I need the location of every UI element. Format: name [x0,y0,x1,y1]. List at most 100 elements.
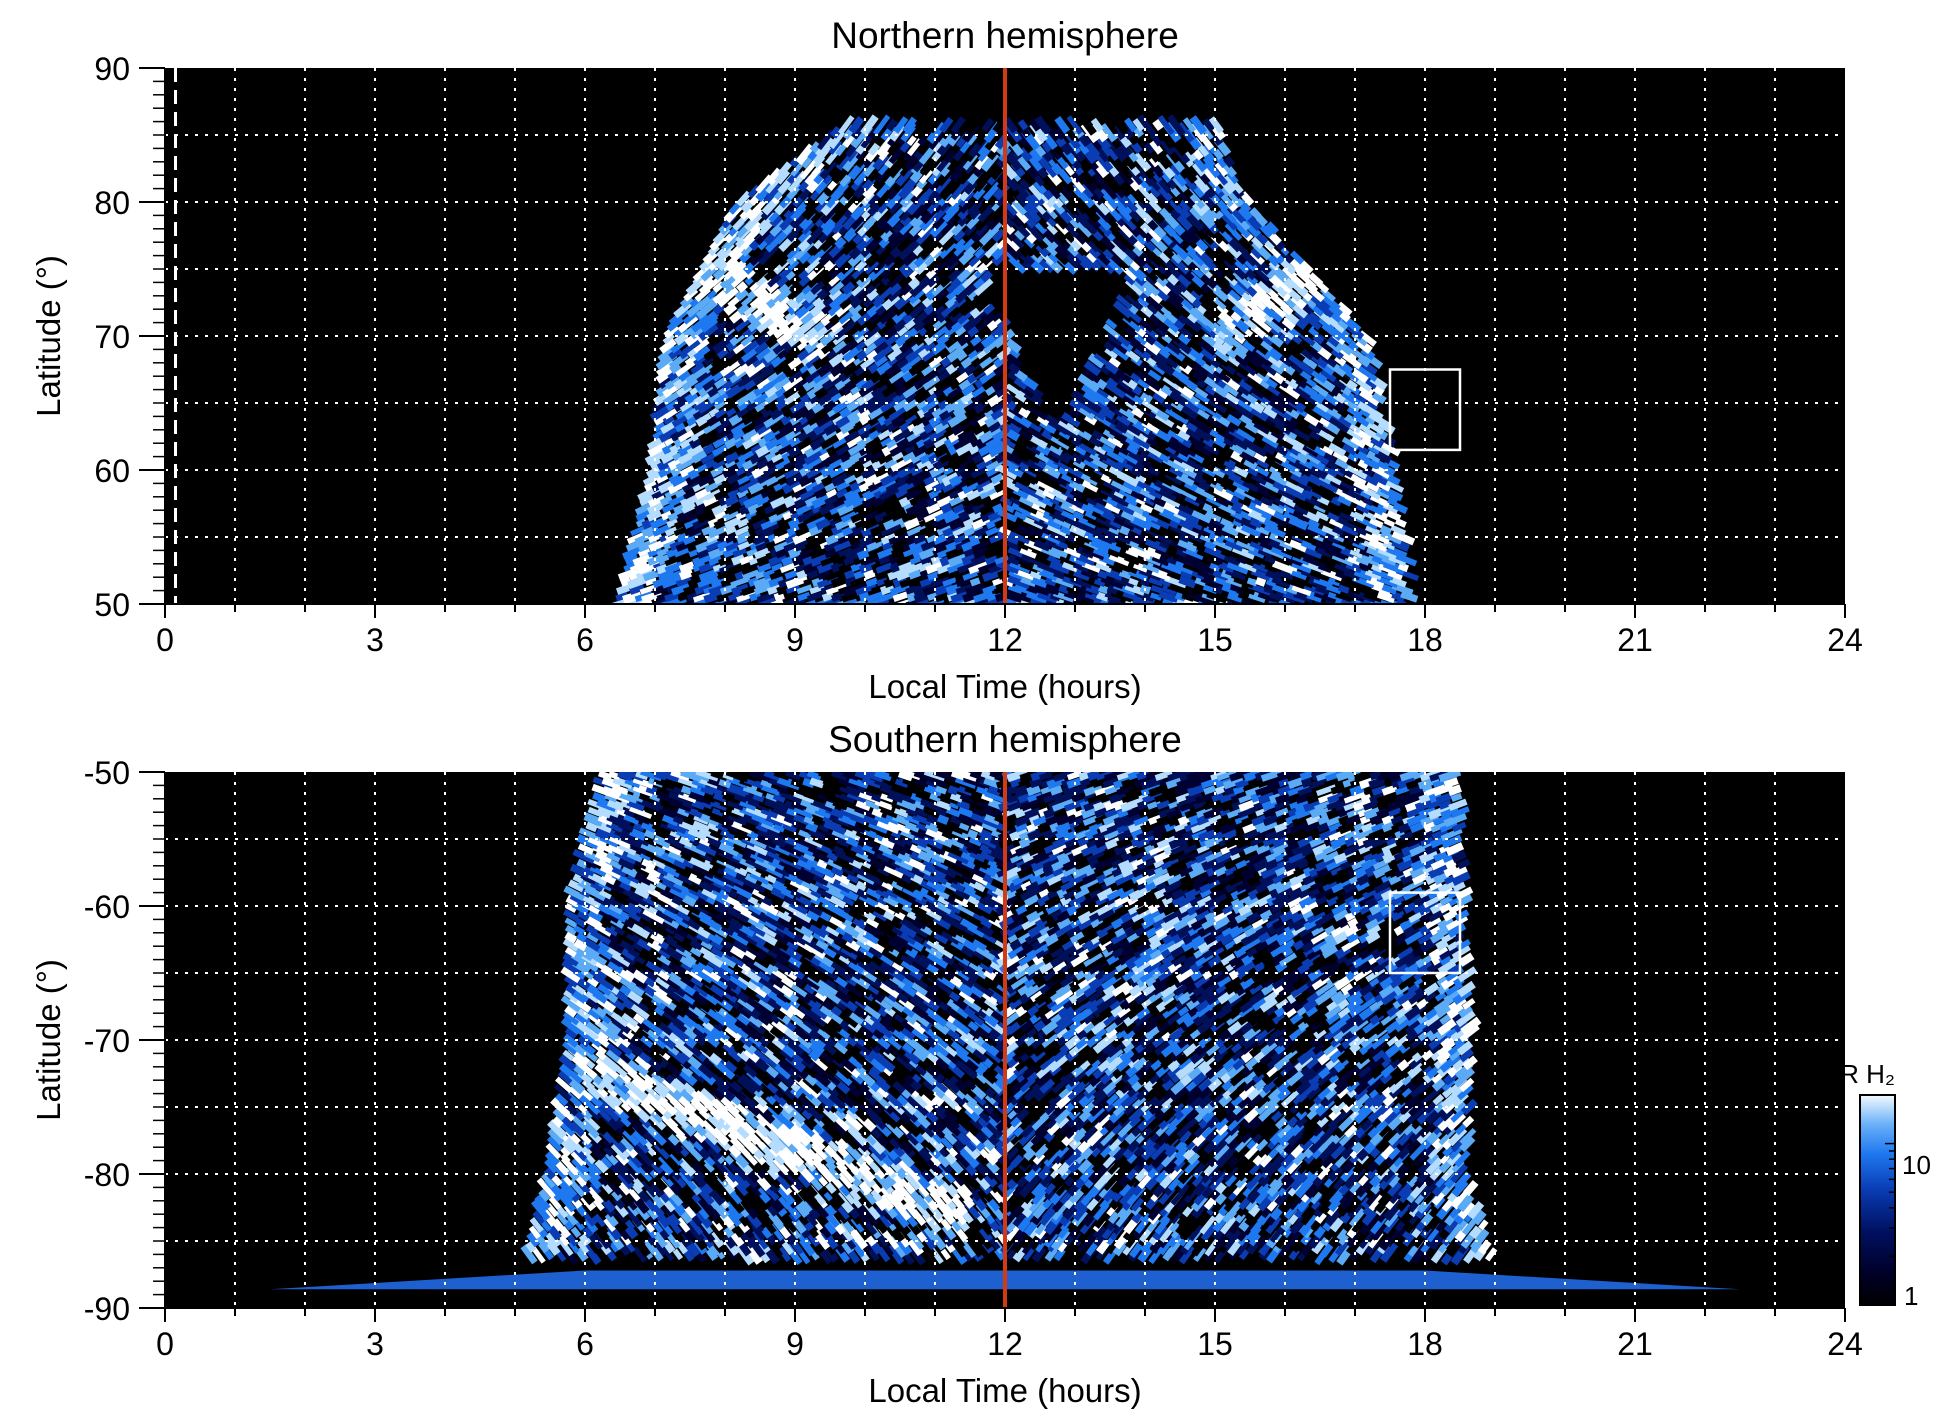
emission-cell [1163,501,1181,515]
emission-cell [732,547,748,558]
emission-cell [1108,553,1130,567]
emission-cell [1218,561,1235,573]
emission-cell [1251,553,1274,567]
emission-cell [678,560,695,574]
emission-cell [1238,510,1253,521]
emission-cell [1241,479,1260,493]
emission-cell [1263,584,1275,595]
emission-cell [724,494,739,507]
emission-cell [1112,501,1135,516]
emission-cell [1268,466,1282,477]
emission-cell [655,367,675,384]
emission-cell [731,598,751,604]
emission-cell [783,390,802,405]
emission-cell [1081,383,1098,398]
emission-cell [820,584,835,594]
emission-cell [966,450,982,463]
emission-cell [794,493,815,508]
emission-cell [1383,518,1396,528]
emission-cell [899,422,910,433]
emission-cell [1246,577,1258,587]
emission-cell [1270,361,1285,375]
emission-cell [718,553,738,567]
emission-cell [875,503,887,513]
emission-cell [1194,486,1216,501]
emission-cell [682,530,703,546]
north-panel: Northern hemisphere 0 3 6 9 12 15 18 21 24908070… [30,15,1863,705]
emission-cell [1326,489,1338,498]
emission-cell [1152,391,1166,404]
emission-cell [724,459,736,469]
emission-cell [1221,583,1238,595]
emission-cell [874,568,892,581]
emission-cell [639,583,659,595]
emission-cell [988,421,1002,433]
emission-cell [792,530,813,545]
emission-cell [1298,501,1318,515]
emission-cell [870,584,885,594]
emission-cell [946,597,967,604]
emission-cell [867,480,884,493]
emission-cell [977,598,1002,604]
emission-cell [858,539,874,551]
emission-cell [785,574,809,590]
emission-cell [1390,524,1407,536]
emission-cell [969,412,988,427]
y-tick-label: 60 [94,453,130,489]
emission-cell [1058,434,1078,450]
emission-cell [862,510,880,522]
emission-cell [1212,538,1233,552]
emission-cell [1293,575,1314,589]
emission-cell [1229,584,1245,595]
emission-cell [1002,597,1023,604]
emission-cell [671,582,691,596]
emission-cell [1384,479,1405,493]
emission-cell [652,429,666,440]
emission-cell [675,456,696,472]
emission-cell [1365,399,1379,411]
emission-cell [1371,583,1392,595]
emission-cell [1230,502,1244,514]
emission-cell [871,391,886,404]
emission-cell [1213,435,1228,449]
emission-cell [776,517,789,529]
emission-cell [883,575,901,589]
emission-cell [1269,471,1289,487]
emission-cell [1213,576,1232,588]
emission-cell [1072,442,1088,456]
emission-cell [963,547,976,558]
emission-cell [1171,405,1190,420]
emission-cell [769,443,786,456]
emission-cell [1124,495,1139,507]
emission-cell [1093,398,1111,412]
emission-cell [1212,508,1236,523]
emission-cell [852,503,867,514]
emission-cell [1038,568,1059,581]
emission-cell [1109,427,1127,442]
emission-cell [960,473,974,484]
x-tick-label: 12 [987,622,1023,658]
emission-cell [702,443,716,456]
emission-cell [718,533,731,543]
emission-cell [1010,441,1031,457]
emission-cell [656,592,669,601]
emission-cell [853,421,865,433]
emission-cell [820,553,844,567]
emission-cell [1203,545,1227,560]
emission-cell [887,568,904,581]
emission-cell [1333,487,1352,500]
emission-cell [1253,450,1268,463]
emission-cell [968,560,992,575]
emission-cell [731,583,750,596]
emission-cell [1268,487,1283,500]
emission-cell [1346,406,1363,419]
emission-cell [1147,369,1162,382]
emission-cell [880,436,894,448]
emission-cell [1366,450,1382,464]
emission-cell [1098,584,1109,594]
emission-cell [691,598,708,604]
emission-cell [1246,500,1268,516]
emission-cell [888,428,904,441]
emission-cell [1044,413,1059,426]
emission-cell [1332,450,1349,463]
